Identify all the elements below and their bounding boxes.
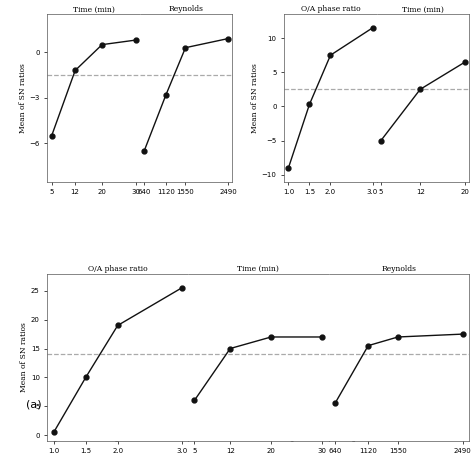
Y-axis label: Mean of SN ratios: Mean of SN ratios (18, 63, 27, 133)
Title: O/A phase ratio: O/A phase ratio (301, 5, 360, 13)
Title: Time (min): Time (min) (73, 5, 115, 13)
Text: (a): (a) (26, 400, 41, 410)
Text: Signal-to-noise: Larger is better: Signal-to-noise: Larger is better (284, 436, 395, 442)
Text: Signal-to-noise: Larger is better: Signal-to-noise: Larger is better (47, 436, 158, 442)
Title: Reynolds: Reynolds (382, 265, 417, 273)
Y-axis label: Mean of SN ratios: Mean of SN ratios (20, 322, 28, 392)
Y-axis label: Mean of SN ratios: Mean of SN ratios (251, 63, 259, 133)
Title: Time (min): Time (min) (237, 265, 279, 273)
Text: (b): (b) (263, 400, 278, 410)
Title: Time (min): Time (min) (402, 5, 444, 13)
Title: Reynolds: Reynolds (169, 5, 204, 13)
Title: O/A phase ratio: O/A phase ratio (88, 265, 147, 273)
